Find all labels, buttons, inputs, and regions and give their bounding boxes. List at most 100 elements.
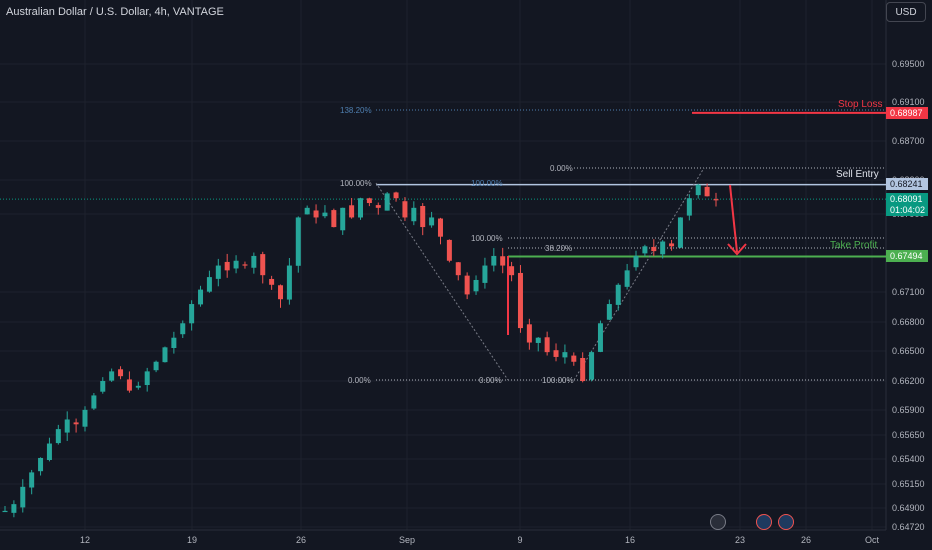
candle-body (109, 371, 115, 381)
candle-body (153, 361, 159, 371)
candle-body (144, 371, 150, 386)
lightning-icon[interactable] (710, 514, 726, 530)
candle-body (331, 210, 337, 228)
y-tick-label: 0.64720 (892, 522, 925, 532)
candle-body (215, 265, 221, 279)
candle-body (206, 277, 212, 292)
y-tick-label: 0.69100 (892, 97, 925, 107)
candle-body (126, 379, 132, 391)
candle-body (473, 279, 479, 292)
candle-body (180, 323, 186, 335)
candle-body (580, 357, 586, 381)
candle-body (464, 275, 470, 295)
candle-body (411, 207, 417, 222)
y-tick-label: 0.67100 (892, 287, 925, 297)
y-tick-label: 0.66200 (892, 376, 925, 386)
candle-body (29, 472, 35, 488)
flag-event-icon-2[interactable] (778, 514, 794, 530)
candle-body (535, 337, 541, 343)
candle-body (278, 285, 284, 300)
candle-body (189, 304, 195, 324)
candle-body (2, 510, 8, 513)
candle-body (713, 199, 719, 201)
candle-body (286, 265, 292, 300)
candle-body (198, 289, 204, 305)
sell-projection-arrowhead (727, 243, 747, 256)
countdown-tag: 01:04:02 (886, 204, 928, 216)
x-tick-label: 12 (79, 535, 91, 545)
candle-body (642, 246, 648, 254)
candle-body (589, 352, 595, 380)
candle-body (55, 429, 61, 444)
fib-right-0: 0.00% (550, 164, 573, 173)
candle-body (446, 239, 452, 261)
candle-body (517, 272, 523, 329)
candle-body (82, 409, 88, 427)
candle-body (526, 324, 532, 343)
sell-projection-arrow (729, 184, 738, 253)
candle-body (651, 246, 657, 252)
x-tick-label: 19 (186, 535, 198, 545)
candle-body (233, 260, 239, 269)
flag-event-icon[interactable] (756, 514, 772, 530)
candle-body (420, 205, 426, 228)
x-tick-label: 16 (624, 535, 636, 545)
fib-right-diagonal (573, 167, 705, 381)
fib-right-100: 100.00% (471, 234, 503, 243)
fib-left-diagonal (375, 182, 509, 381)
candle-body (571, 355, 577, 362)
candle-body (686, 198, 692, 216)
stop-loss-price-tag: 0.68987 (886, 107, 928, 119)
take-profit-label: Take Profit (830, 240, 878, 251)
candle-body (553, 350, 559, 357)
candle-body (340, 207, 346, 231)
candle-body (118, 369, 124, 377)
current-price-tag: 0.68091 (886, 193, 928, 205)
candle-body (162, 347, 168, 363)
candle-body (358, 198, 363, 218)
fib-left-mid: 100.00% (471, 179, 503, 188)
fib-right-100b: 100.00% (542, 376, 574, 385)
candle-body (64, 419, 70, 433)
fib-left-0: 0.00% (348, 376, 371, 385)
candle-body (46, 443, 52, 461)
candle-body (695, 184, 701, 196)
fib-left-138: 138.20% (340, 106, 372, 115)
candle-body (375, 205, 381, 208)
candle-body (269, 278, 275, 285)
candle-body (677, 217, 683, 248)
candle-body (597, 323, 603, 352)
candle-body (491, 255, 497, 266)
candle-body (135, 385, 141, 388)
y-tick-label: 0.68700 (892, 136, 925, 146)
x-tick-label: Oct (864, 535, 880, 545)
candle-body (73, 422, 79, 425)
y-tick-label: 0.65900 (892, 405, 925, 415)
y-tick-label: 0.66500 (892, 346, 925, 356)
candle-body (100, 381, 106, 392)
x-tick-label: 26 (295, 535, 307, 545)
y-tick-label: 0.65150 (892, 479, 925, 489)
candle-body (429, 217, 435, 226)
candle-body (437, 218, 443, 237)
candle-body (669, 243, 675, 247)
candle-body (224, 261, 230, 271)
candle-body (509, 266, 515, 276)
y-tick-label: 0.66800 (892, 317, 925, 327)
candle-body (624, 270, 630, 287)
stop-loss-label: Stop Loss (838, 99, 883, 110)
candle-body (313, 210, 319, 218)
candle-body (500, 256, 506, 266)
candle-body (544, 337, 550, 353)
sell-entry-price-tag: 0.68241 (886, 178, 928, 190)
x-tick-label: 23 (734, 535, 746, 545)
take-profit-price-tag: 0.67494 (886, 250, 928, 262)
fib-left-100: 100.00% (340, 179, 372, 188)
candle-body (20, 486, 26, 508)
candle-body (242, 264, 248, 266)
candle-body (455, 262, 461, 276)
candle-body (660, 241, 666, 255)
candle-body (606, 304, 612, 320)
currency-button[interactable]: USD (886, 2, 926, 22)
